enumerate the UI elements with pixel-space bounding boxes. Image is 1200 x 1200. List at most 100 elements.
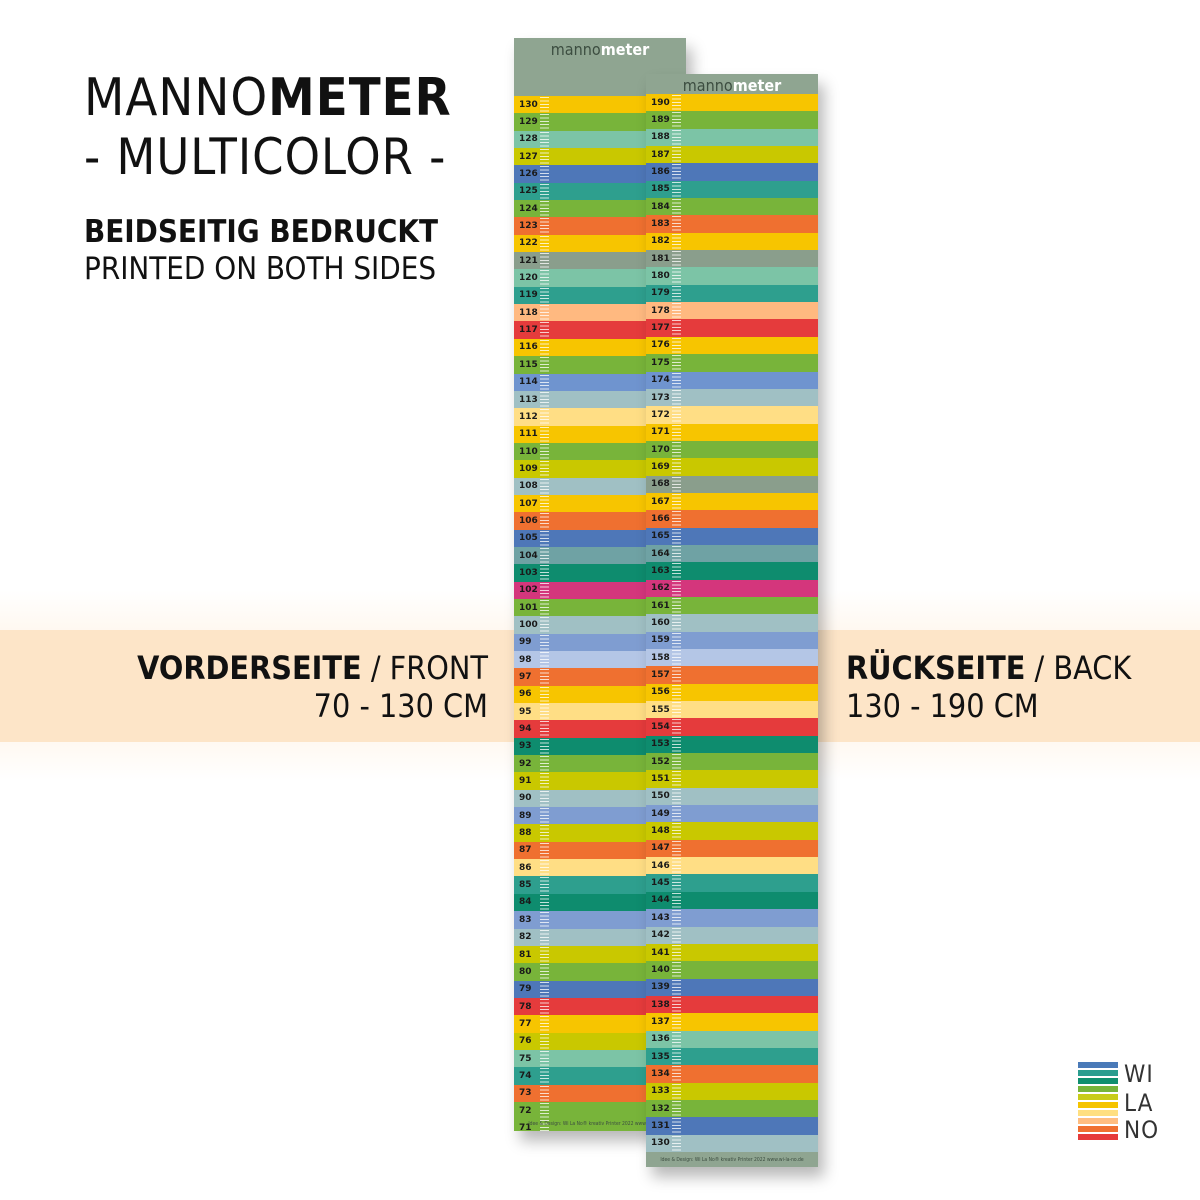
tick-marks bbox=[672, 580, 681, 596]
scale-number: 83 bbox=[519, 914, 532, 925]
scale-row: 116 bbox=[514, 338, 686, 357]
scale-row: 185 bbox=[646, 180, 818, 199]
scale-number: 184 bbox=[651, 201, 670, 212]
scale-row: 160 bbox=[646, 614, 818, 632]
scale-number: 89 bbox=[519, 810, 532, 821]
tick-marks bbox=[540, 131, 549, 148]
tick-marks bbox=[540, 287, 549, 304]
scale-row: 82 bbox=[514, 928, 686, 946]
scale-row: 107 bbox=[514, 494, 686, 513]
scale-row: 90 bbox=[514, 789, 686, 808]
tick-marks bbox=[672, 650, 681, 666]
scale-number: 107 bbox=[519, 498, 538, 509]
tick-marks bbox=[540, 738, 549, 755]
tick-marks bbox=[672, 1135, 681, 1151]
scale-row: 104 bbox=[514, 546, 686, 565]
tick-marks bbox=[540, 530, 549, 546]
scale-number: 85 bbox=[519, 880, 532, 891]
scale-row: 73 bbox=[514, 1084, 686, 1102]
scale-number: 105 bbox=[519, 533, 538, 544]
scale-number: 160 bbox=[651, 617, 670, 628]
scale-row: 123 bbox=[514, 217, 686, 235]
tick-marks bbox=[540, 842, 549, 859]
scale-number: 99 bbox=[519, 637, 532, 648]
scale-row: 166 bbox=[646, 510, 818, 528]
scale-number: 77 bbox=[519, 1018, 532, 1029]
scale-row: 100 bbox=[514, 616, 686, 634]
tick-marks bbox=[672, 147, 681, 163]
scale-number: 119 bbox=[519, 290, 538, 301]
scale-number: 145 bbox=[651, 878, 670, 889]
tick-marks bbox=[672, 667, 681, 683]
scale-number: 95 bbox=[519, 706, 532, 717]
scale-number: 113 bbox=[519, 394, 538, 405]
scale-number: 152 bbox=[651, 756, 670, 767]
tick-marks bbox=[672, 719, 681, 735]
scale-number: 125 bbox=[519, 186, 538, 197]
tick-marks bbox=[672, 875, 681, 891]
scale-number: 97 bbox=[519, 672, 532, 683]
scale-row: 142 bbox=[646, 926, 818, 944]
tick-marks bbox=[540, 1102, 549, 1119]
scale-row: 117 bbox=[514, 321, 686, 339]
scale-row: 156 bbox=[646, 683, 818, 702]
tick-marks bbox=[540, 166, 549, 182]
tick-marks bbox=[540, 825, 549, 841]
scale-number: 178 bbox=[651, 305, 670, 316]
scale-number: 187 bbox=[651, 149, 670, 160]
scale-row: 98 bbox=[514, 651, 686, 669]
scale-number: 155 bbox=[651, 704, 670, 715]
print-info-en: PRINTED ON BOTH SIDES bbox=[84, 251, 437, 287]
tick-marks bbox=[672, 1066, 681, 1082]
scale-number: 126 bbox=[519, 169, 538, 180]
scale-number: 144 bbox=[651, 895, 670, 906]
logo-bar bbox=[1078, 1110, 1118, 1116]
scale-number: 166 bbox=[651, 513, 670, 524]
scale-number: 76 bbox=[519, 1036, 532, 1047]
back-rows: 190 189 188 187 186 185 184 183 182 181 180 179 178 1… bbox=[646, 94, 818, 1152]
scale-row: 180 bbox=[646, 267, 818, 285]
product-title: MANNOMETER bbox=[84, 68, 452, 128]
scale-row: 105 bbox=[514, 529, 686, 547]
scale-number: 78 bbox=[519, 1001, 532, 1012]
scale-row: 88 bbox=[514, 824, 686, 842]
scale-row: 101 bbox=[514, 598, 686, 617]
tick-marks bbox=[672, 563, 681, 579]
scale-row: 128 bbox=[514, 130, 686, 149]
logo-bar bbox=[1078, 1078, 1118, 1084]
scale-row: 174 bbox=[646, 371, 818, 389]
tick-marks bbox=[540, 582, 549, 598]
scale-row: 80 bbox=[514, 963, 686, 981]
scale-row: 127 bbox=[514, 148, 686, 166]
scale-number: 109 bbox=[519, 463, 538, 474]
scale-number: 146 bbox=[651, 860, 670, 871]
scale-row: 130 bbox=[646, 1134, 818, 1152]
strip-brand: mannometer bbox=[550, 40, 650, 59]
logo-bar bbox=[1078, 1094, 1118, 1100]
scale-row: 114 bbox=[514, 373, 686, 391]
scale-number: 140 bbox=[651, 964, 670, 975]
scale-number: 108 bbox=[519, 481, 538, 492]
scale-number: 74 bbox=[519, 1070, 532, 1081]
scale-number: 118 bbox=[519, 307, 538, 318]
scale-row: 176 bbox=[646, 336, 818, 355]
scale-row: 112 bbox=[514, 408, 686, 426]
scale-number: 186 bbox=[651, 167, 670, 178]
tick-marks bbox=[672, 459, 681, 475]
scale-row: 168 bbox=[646, 475, 818, 493]
scale-number: 131 bbox=[651, 1120, 670, 1131]
scale-row: 78 bbox=[514, 997, 686, 1016]
tick-marks bbox=[540, 201, 549, 217]
tick-marks bbox=[540, 599, 549, 616]
scale-number: 98 bbox=[519, 654, 532, 665]
scale-number: 156 bbox=[651, 687, 670, 698]
tick-marks bbox=[540, 981, 549, 997]
scale-row: 131 bbox=[646, 1117, 818, 1135]
tick-marks bbox=[540, 790, 549, 807]
logo-bar bbox=[1078, 1126, 1118, 1132]
tick-marks bbox=[540, 704, 549, 720]
tick-marks bbox=[672, 910, 681, 926]
scale-row: 75 bbox=[514, 1049, 686, 1068]
scale-number: 183 bbox=[651, 219, 670, 230]
tick-marks bbox=[540, 1085, 549, 1101]
